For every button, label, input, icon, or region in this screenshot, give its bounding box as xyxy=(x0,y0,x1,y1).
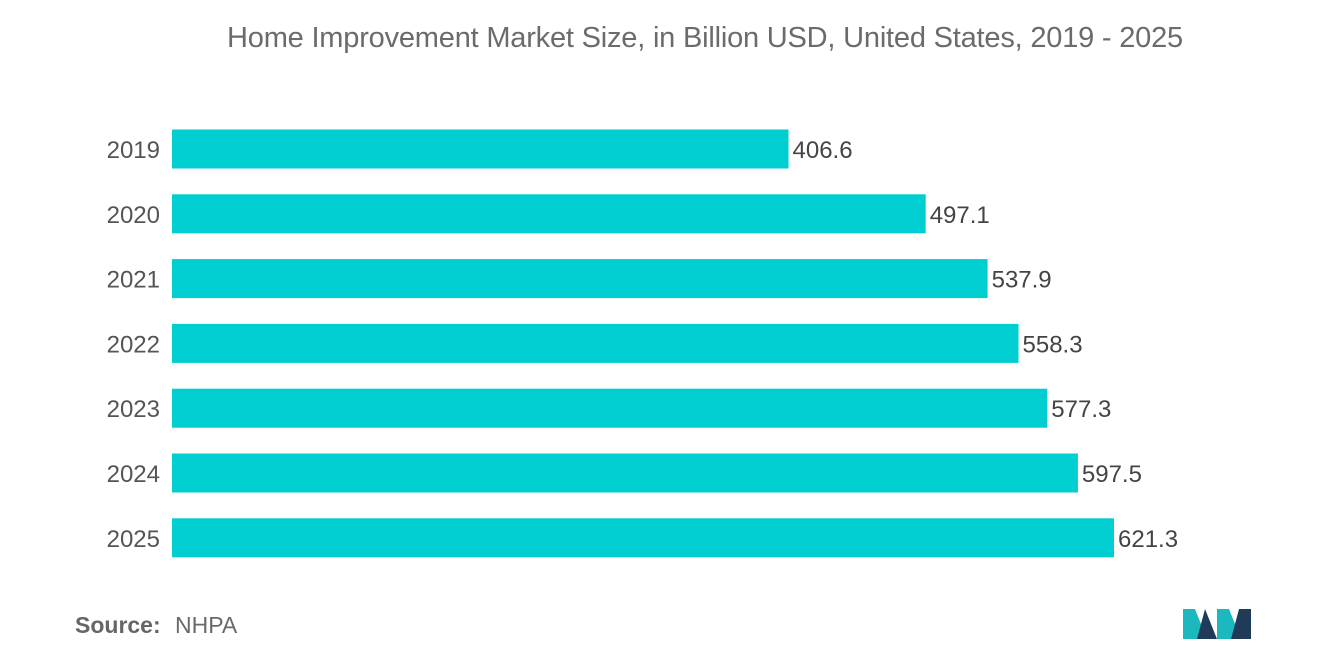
bar-2023 xyxy=(172,388,1048,428)
source-line: Source: NHPA xyxy=(75,612,237,639)
value-label-2021: 537.9 xyxy=(992,267,1052,294)
category-label-2023: 2023 xyxy=(107,396,160,423)
category-label-2020: 2020 xyxy=(107,202,160,229)
mordor-logo-icon xyxy=(1183,609,1251,639)
value-label-2019: 406.6 xyxy=(793,137,853,164)
bar-2024 xyxy=(172,453,1078,493)
bar-2025 xyxy=(172,518,1114,558)
chart-title: Home Improvement Market Size, in Billion… xyxy=(227,22,1183,54)
category-labels: 2019 2020 2021 2022 2023 2024 2025 xyxy=(107,137,160,553)
category-label-2019: 2019 xyxy=(107,137,160,164)
category-label-2021: 2021 xyxy=(107,267,160,294)
bar-2020 xyxy=(172,194,926,234)
bars-layer xyxy=(172,129,1114,558)
category-label-2025: 2025 xyxy=(107,526,160,553)
value-label-2024: 597.5 xyxy=(1082,461,1142,488)
bar-2019 xyxy=(172,129,789,169)
value-label-2020: 497.1 xyxy=(930,202,990,229)
category-label-2024: 2024 xyxy=(107,461,160,488)
source-value: NHPA xyxy=(175,612,238,638)
source-label: Source: xyxy=(75,612,161,638)
bar-chart: 2019 2020 2021 2022 2023 2024 2025 406.6 497.1 5… xyxy=(107,129,1179,558)
bar-2022 xyxy=(172,323,1019,363)
value-labels: 406.6 497.1 537.9 558.3 577.3 597.5 621.3 xyxy=(793,137,1179,553)
value-label-2022: 558.3 xyxy=(1023,331,1083,358)
value-label-2023: 577.3 xyxy=(1051,396,1111,423)
category-label-2022: 2022 xyxy=(107,331,160,358)
bar-2021 xyxy=(172,259,988,299)
value-label-2025: 621.3 xyxy=(1118,526,1178,553)
